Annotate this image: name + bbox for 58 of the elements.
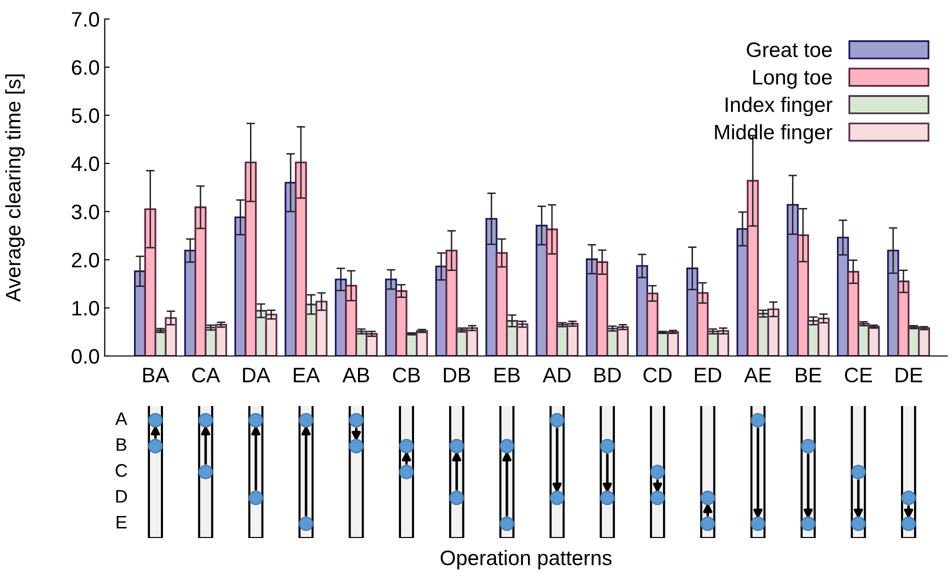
x-tick-label: ED [694, 368, 722, 382]
x-tick-label: CA [192, 368, 220, 382]
bar [836, 236, 849, 356]
bar [244, 162, 257, 356]
bar [646, 292, 658, 356]
text: A [115, 412, 128, 425]
bar [736, 228, 748, 356]
bar [887, 250, 900, 356]
x-tick-label: EA [294, 368, 320, 382]
x-tick-label: BE [796, 368, 822, 382]
x-tick-label: AE [744, 368, 771, 382]
y-tick-label: 1.0 [72, 300, 100, 316]
text: C [116, 464, 128, 477]
x-tick-label: BA [143, 368, 170, 382]
y-tick-label: 0.0 [72, 349, 100, 364]
bar [194, 206, 206, 356]
x-tick-label: EB [494, 368, 520, 382]
bar [485, 218, 498, 356]
y-tick-label: 7.0 [72, 12, 100, 27]
bar [385, 278, 398, 356]
bar [496, 252, 508, 356]
bar [897, 280, 910, 356]
bar [294, 162, 307, 356]
text: Operation patterns [440, 550, 612, 570]
bar [596, 261, 608, 356]
y-tick-label: 6.0 [72, 60, 100, 75]
x-tick-label: AD [542, 368, 571, 382]
bar [696, 292, 709, 356]
x-tick-label: CE [844, 368, 872, 382]
bar [395, 290, 408, 356]
y-axis-title: Average clearing time [s] [5, 74, 25, 302]
y-tick-label: 5.0 [72, 108, 100, 124]
y-tick-label: 3.0 [72, 204, 100, 220]
bar [144, 208, 156, 356]
bar [345, 284, 358, 356]
legend-label: Index finger [726, 96, 832, 116]
bar [636, 265, 648, 356]
y-tick-label: 4.0 [71, 156, 100, 172]
text: E [116, 516, 127, 528]
text: B [116, 438, 126, 451]
y-tick-label: 2.0 [72, 252, 100, 268]
bar [786, 204, 799, 356]
x-tick-label: DA [243, 368, 270, 382]
legend-label: Great toe [746, 42, 832, 58]
bar [446, 250, 458, 356]
x-tick-label: AB [342, 368, 370, 382]
bar [847, 270, 860, 356]
x-tick-label: CD [644, 368, 672, 382]
bar [746, 180, 759, 356]
x-tick-label: DB [444, 368, 470, 382]
x-tick-label: CB [393, 368, 420, 382]
x-tick-label: BD [594, 368, 621, 382]
legend-label: Long toe [753, 70, 832, 89]
text: D [116, 490, 127, 503]
x-tick-label: DE [896, 368, 922, 382]
bar [546, 228, 558, 356]
legend-label: Middle finger [715, 124, 832, 144]
bar [797, 234, 809, 356]
